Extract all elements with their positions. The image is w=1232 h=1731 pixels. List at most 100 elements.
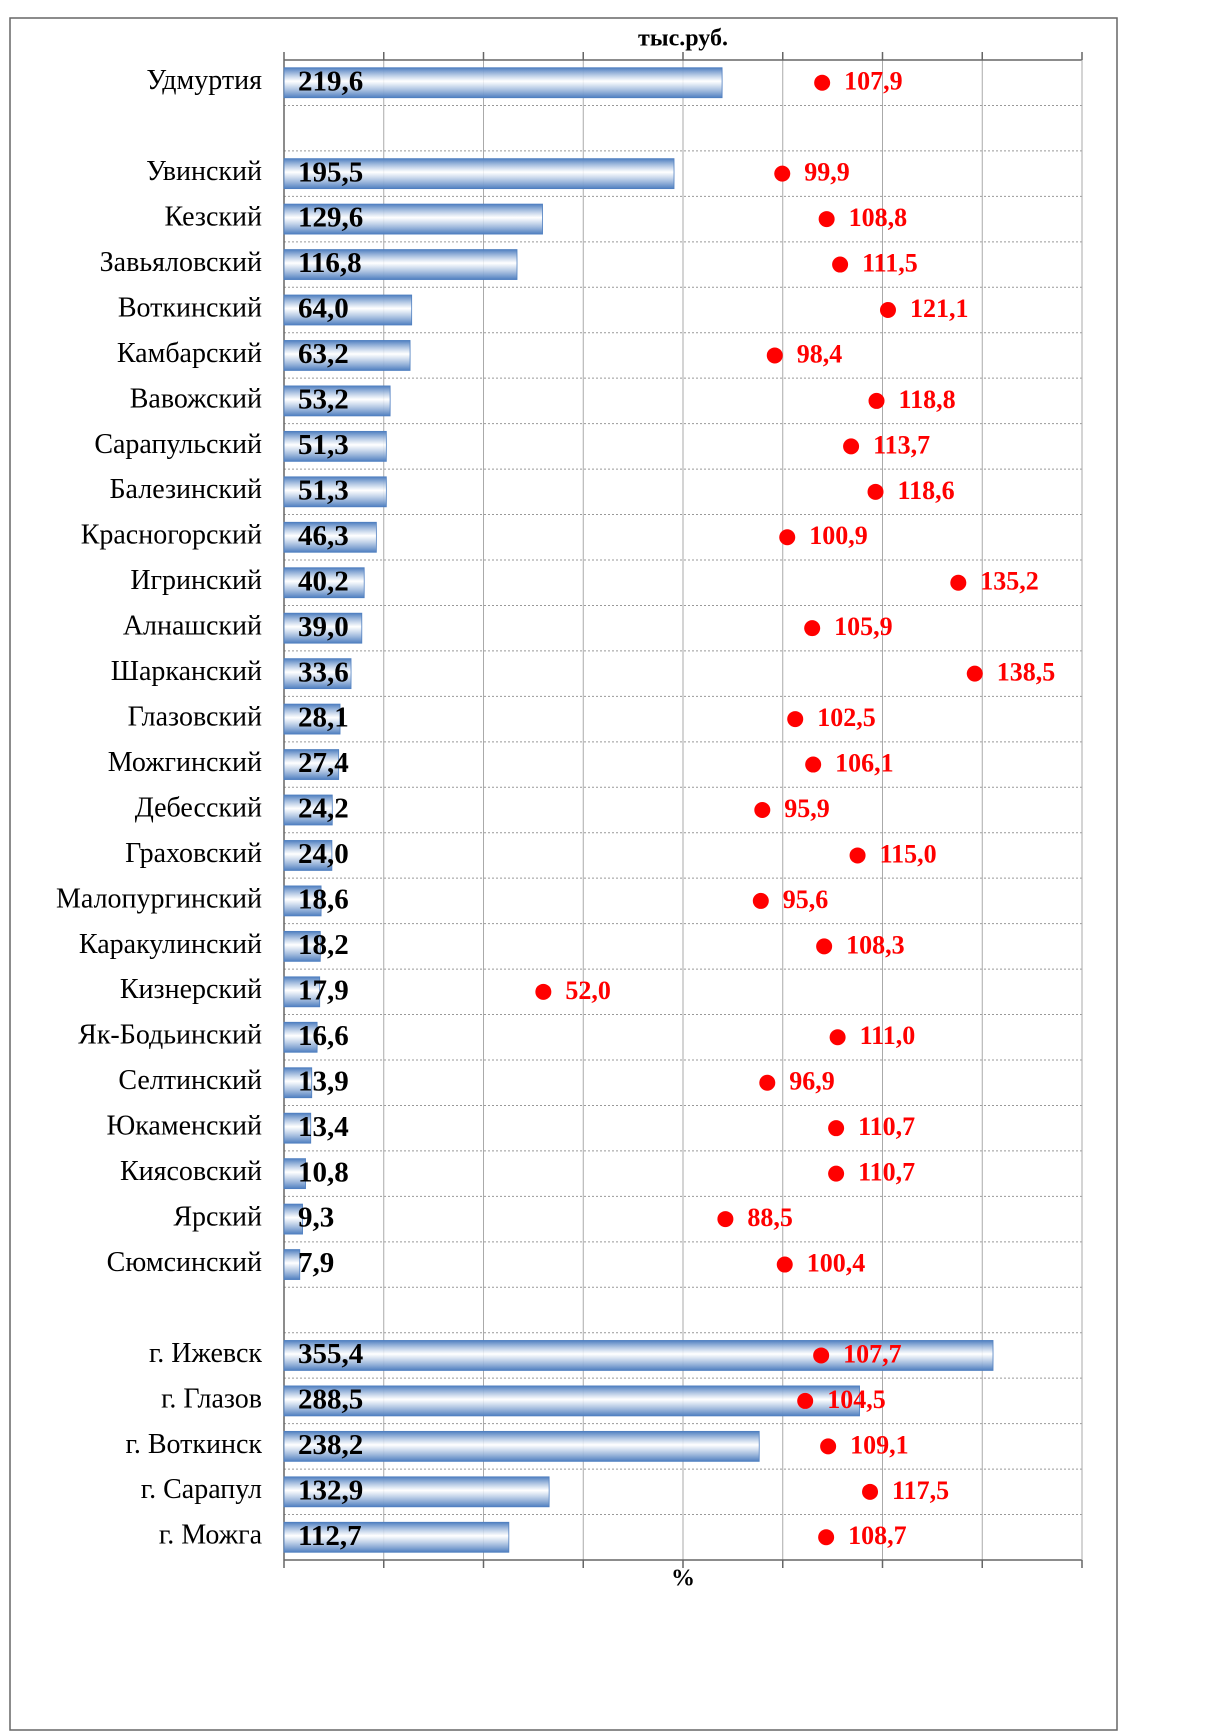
- dot: [805, 756, 822, 773]
- dot-value-label: 99,9: [804, 158, 850, 187]
- dot: [820, 1438, 837, 1455]
- bar-value-label: 9,3: [298, 1202, 334, 1234]
- category-label: Кизнерский: [120, 974, 262, 1005]
- category-label: Киясовский: [120, 1156, 262, 1187]
- bar-value-label: 17,9: [298, 974, 349, 1006]
- dot-value-label: 118,6: [898, 476, 955, 505]
- bar: [283, 430, 387, 462]
- bar: [283, 340, 411, 371]
- bar: [283, 1476, 550, 1508]
- dot: [776, 1256, 793, 1273]
- bar-value-label: 195,5: [298, 156, 363, 188]
- category-label: Ярский: [173, 1202, 262, 1233]
- category-label: Игринский: [130, 565, 262, 596]
- dot: [766, 347, 783, 364]
- bar-value-label: 288,5: [298, 1384, 363, 1416]
- category-label: Камбарский: [117, 338, 262, 369]
- bar: [283, 976, 321, 1008]
- dot: [828, 1120, 845, 1137]
- dot: [950, 574, 967, 591]
- bar: [283, 249, 518, 280]
- bar-value-label: 129,6: [298, 202, 363, 234]
- dot: [818, 1529, 835, 1546]
- dot: [868, 392, 885, 409]
- bar-value-label: 27,4: [298, 747, 349, 779]
- bar-value-label: 238,2: [298, 1429, 363, 1461]
- dot: [829, 1029, 846, 1046]
- bar-value-label: 46,3: [298, 520, 349, 552]
- bar: [283, 658, 352, 690]
- bar: [283, 567, 365, 599]
- dot: [779, 529, 796, 546]
- category-label: Красногорский: [81, 520, 262, 551]
- dot: [818, 211, 835, 228]
- dot: [774, 165, 791, 182]
- dot: [535, 983, 552, 1000]
- bar-value-label: 39,0: [298, 611, 349, 643]
- category-label: Можгинский: [108, 747, 262, 778]
- bar-value-label: 355,4: [298, 1338, 363, 1370]
- bar: [283, 1112, 312, 1144]
- bar: [283, 385, 391, 417]
- dot-value-label: 102,5: [817, 703, 876, 732]
- dot-value-label: 88,5: [747, 1203, 793, 1232]
- dot: [879, 302, 896, 318]
- bar-value-label: 13,9: [298, 1065, 349, 1097]
- dot-value-label: 109,1: [850, 1430, 909, 1459]
- dot: [843, 438, 860, 455]
- bar: [283, 1340, 994, 1371]
- bar: [283, 1158, 306, 1190]
- bar: [283, 749, 340, 780]
- dot-value-label: 121,1: [910, 294, 969, 323]
- bar: [283, 1067, 313, 1099]
- dot-value-label: 106,1: [835, 749, 894, 778]
- dot: [816, 938, 833, 955]
- dot: [754, 802, 771, 818]
- bar-value-label: 33,6: [298, 656, 349, 688]
- dot: [867, 483, 884, 500]
- dot-value-label: 95,9: [784, 794, 830, 823]
- dot-value-label: 117,5: [892, 1476, 949, 1505]
- dot: [804, 620, 821, 637]
- dot-value-label: 111,0: [860, 1021, 916, 1050]
- dot-value-label: 111,5: [862, 249, 918, 278]
- dot-value-label: 110,7: [858, 1112, 915, 1141]
- dot: [849, 847, 866, 864]
- x-axis-label: тыс.руб.: [638, 26, 728, 52]
- bar-value-label: 18,2: [298, 929, 349, 961]
- bar-value-label: 24,2: [298, 793, 349, 825]
- dot-value-label: 110,7: [858, 1158, 915, 1187]
- category-label: Балезинский: [109, 474, 262, 505]
- category-label: Глазовский: [128, 702, 262, 733]
- dot-value-label: 108,7: [848, 1521, 907, 1550]
- bar: [283, 203, 543, 235]
- bar-value-label: 24,0: [298, 838, 349, 870]
- dot-value-label: 52,0: [565, 976, 611, 1005]
- bar: [283, 1203, 303, 1235]
- dot-value-label: 100,9: [809, 521, 868, 550]
- dot: [759, 1074, 776, 1091]
- category-label: Сарапульский: [94, 429, 262, 460]
- bar-value-label: 51,3: [298, 474, 349, 506]
- bar: [283, 67, 723, 99]
- bar: [283, 158, 675, 190]
- category-label: Граховский: [125, 838, 262, 869]
- category-label: Алнашский: [123, 611, 262, 642]
- bar: [283, 294, 413, 326]
- bar: [283, 703, 341, 735]
- bar: [283, 930, 321, 962]
- dot: [832, 256, 849, 273]
- category-label: Дебесский: [135, 792, 262, 823]
- dot-value-label: 95,6: [783, 885, 829, 914]
- bar: [283, 1430, 760, 1462]
- dot-value-label: 100,4: [807, 1249, 866, 1278]
- dot-value-label: 104,5: [827, 1385, 886, 1414]
- bar-value-label: 40,2: [298, 565, 349, 597]
- bar: [283, 1249, 301, 1280]
- dot: [966, 665, 983, 682]
- dot-value-label: 107,7: [843, 1339, 902, 1368]
- bar: [283, 476, 387, 508]
- bar-value-label: 7,9: [298, 1247, 334, 1279]
- bar-value-label: 64,0: [298, 293, 349, 325]
